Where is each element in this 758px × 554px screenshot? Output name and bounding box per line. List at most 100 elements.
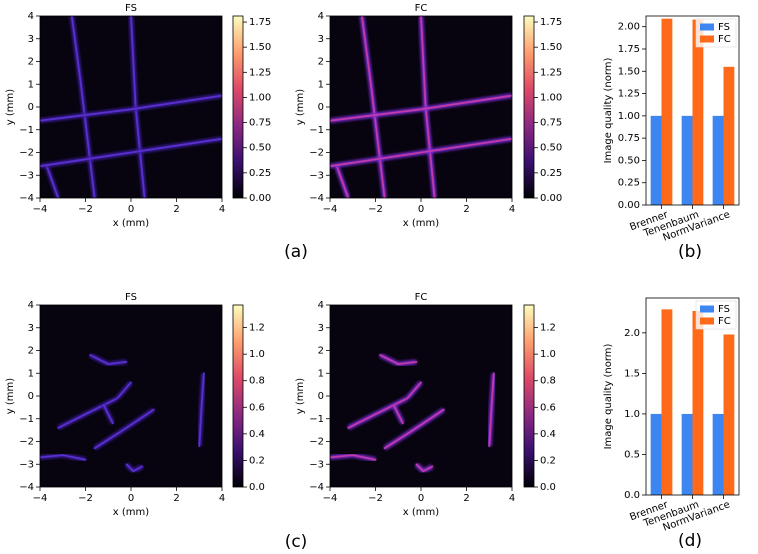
colorbar-tick-label: 0.4	[249, 429, 265, 440]
colorbar-tick-label: 1.50	[249, 42, 271, 53]
colorbar-tick-label: 1.0	[540, 349, 556, 360]
y-tick-label: 1.0	[624, 409, 640, 420]
y-tick-label: −3	[309, 170, 324, 181]
image-structure	[347, 397, 409, 429]
x-tick-label: 4	[219, 493, 225, 504]
y-tick-label: 3	[318, 323, 324, 334]
y-tick-label: −4	[309, 482, 324, 493]
y-tick-label: 4	[28, 11, 34, 22]
colorbar-tick-label: 1.25	[249, 67, 271, 78]
x-tick-label: −4	[323, 204, 338, 215]
panel-title: FS	[125, 292, 137, 303]
x-axis-label: x (mm)	[113, 218, 149, 229]
colorbar-tick-label: 0.75	[249, 118, 271, 129]
y-tick-label: −1	[309, 125, 324, 136]
colorbar-tick-label: 0.2	[249, 455, 265, 466]
x-tick-label: 0	[128, 493, 134, 504]
y-tick-label: 0.25	[618, 178, 640, 189]
x-tick-label: 0	[418, 493, 424, 504]
colorbar-tick-label: 0.75	[540, 118, 562, 129]
legend-label: FC	[718, 316, 731, 327]
y-tick-label: 1.75	[618, 44, 640, 55]
bar	[712, 413, 724, 495]
image-structure	[415, 463, 434, 473]
y-axis-label: Image quality (norm)	[603, 57, 614, 163]
colorbar	[233, 305, 243, 487]
x-axis-label: x (mm)	[403, 507, 439, 518]
y-tick-label: 3	[318, 34, 324, 45]
y-tick-label: −1	[309, 414, 324, 425]
colorbar-frame	[523, 15, 535, 199]
y-tick-label: 0	[318, 102, 324, 113]
y-axis-label: y (mm)	[295, 378, 306, 414]
y-tick-label: 0.50	[618, 155, 640, 166]
y-tick-label: 1.5	[624, 368, 640, 379]
bar	[650, 115, 662, 205]
colorbar	[524, 305, 534, 487]
y-axis-label: y (mm)	[5, 378, 16, 414]
image-background	[330, 305, 512, 487]
colorbar-tick-label: 0.00	[249, 193, 271, 204]
panel-label: (b)	[678, 242, 702, 262]
y-tick-label: −1	[19, 125, 34, 136]
y-tick-label: −2	[309, 437, 324, 448]
y-tick-label: −2	[309, 148, 324, 159]
image-structure	[93, 408, 155, 450]
image-structure	[379, 354, 418, 366]
y-tick-label: 2	[28, 346, 34, 357]
image-structure	[392, 404, 404, 425]
colorbar-frame	[523, 304, 535, 488]
colorbar-tick-label: 0.4	[540, 429, 556, 440]
image	[40, 305, 222, 487]
y-tick-label: 2	[318, 346, 324, 357]
legend-label: FS	[718, 304, 730, 315]
image-structure	[335, 165, 350, 198]
image-structure	[125, 463, 144, 473]
image-structure	[330, 94, 512, 122]
x-tick-label: 2	[173, 204, 179, 215]
y-tick-label: 2	[28, 57, 34, 68]
colorbar-tick-label: 0.2	[540, 455, 556, 466]
x-tick-label: 0	[128, 204, 134, 215]
x-tick-label: −4	[33, 493, 48, 504]
colorbar-tick-label: 0.25	[249, 168, 271, 179]
colorbar-tick-label: 1.75	[540, 17, 562, 28]
y-tick-label: 4	[28, 300, 34, 311]
colorbar-tick-label: 1.75	[249, 17, 271, 28]
legend-swatch	[700, 35, 714, 43]
colorbar-tick-label: 0.25	[540, 168, 562, 179]
image-structure	[40, 137, 222, 168]
bar	[681, 115, 693, 205]
x-tick-label: −2	[78, 493, 93, 504]
image-structure	[330, 137, 512, 168]
y-tick-label: −3	[309, 459, 324, 470]
image-structure	[330, 454, 377, 461]
colorbar	[524, 16, 534, 198]
colorbar-tick-label: 0.50	[540, 143, 562, 154]
colorbar-frame	[232, 15, 244, 199]
y-tick-label: 1	[318, 79, 324, 90]
y-tick-label: −3	[19, 170, 34, 181]
colorbar-tick-label: 1.50	[540, 42, 562, 53]
bar	[712, 115, 724, 205]
legend-swatch	[700, 305, 714, 313]
y-tick-label: 2.0	[624, 328, 640, 339]
panel-label: (c)	[285, 532, 308, 552]
colorbar-tick-label: 0.0	[540, 482, 556, 493]
y-tick-label: −2	[19, 148, 34, 159]
y-tick-label: 4	[318, 11, 324, 22]
y-tick-label: 0.75	[618, 133, 640, 144]
y-tick-label: −4	[19, 193, 34, 204]
image-structure	[383, 408, 445, 450]
legend-label: FS	[718, 22, 730, 33]
colorbar-tick-label: 0.0	[249, 482, 265, 493]
x-tick-label: 2	[463, 204, 469, 215]
y-axis-label: y (mm)	[5, 89, 16, 125]
bar	[661, 18, 673, 205]
y-tick-label: −2	[19, 437, 34, 448]
y-tick-label: 1	[28, 79, 34, 90]
y-tick-label: 3	[28, 323, 34, 334]
colorbar	[233, 16, 243, 198]
y-tick-label: 1	[28, 368, 34, 379]
